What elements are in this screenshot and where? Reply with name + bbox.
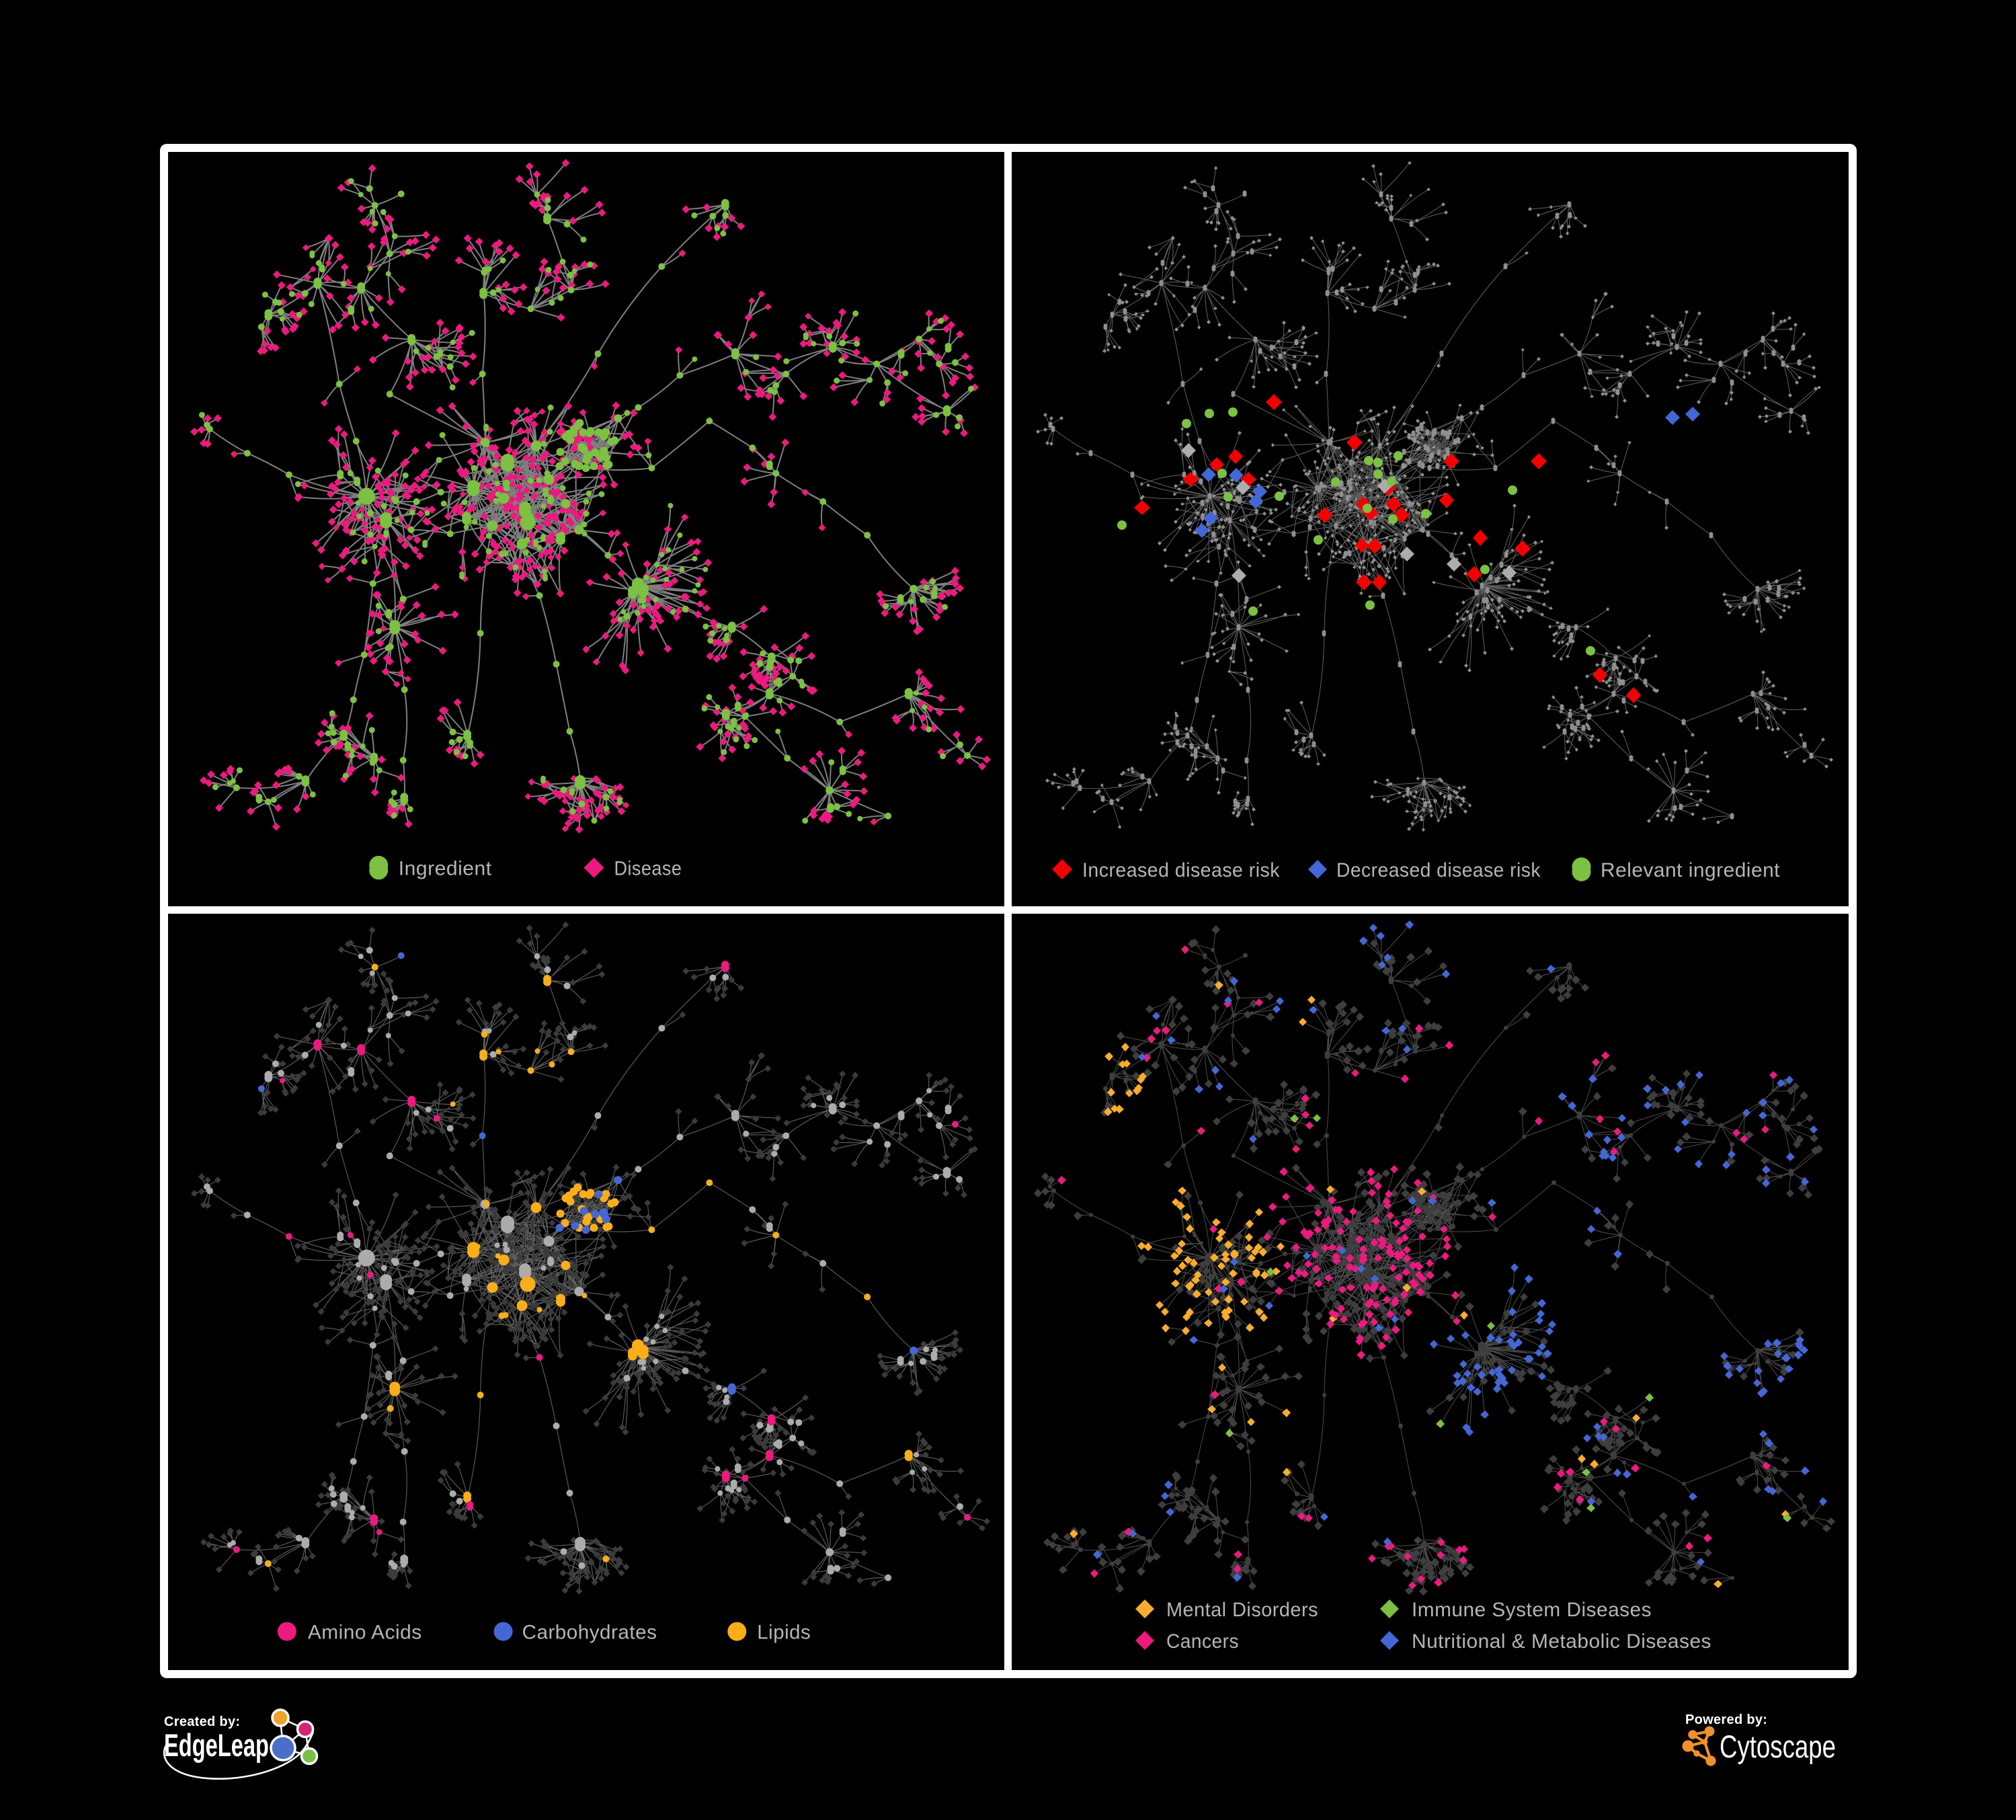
- svg-text:Powered by:: Powered by:: [1685, 1712, 1767, 1727]
- svg-text:Nutritional & Metabolic Diseas: Nutritional & Metabolic Diseases: [1412, 1630, 1711, 1653]
- svg-text:Lipids: Lipids: [757, 1622, 811, 1644]
- svg-text:Immune System Diseases: Immune System Diseases: [1412, 1599, 1652, 1621]
- svg-text:Carbohydrates: Carbohydrates: [522, 1622, 657, 1644]
- svg-text:Amino Acids: Amino Acids: [308, 1622, 422, 1644]
- svg-text:Increased disease risk: Increased disease risk: [1082, 859, 1280, 881]
- svg-text:Disease: Disease: [614, 858, 682, 880]
- svg-text:Mental Disorders: Mental Disorders: [1166, 1599, 1318, 1621]
- svg-text:Cytoscape: Cytoscape: [1720, 1729, 1836, 1764]
- svg-text:Created by:: Created by:: [164, 1714, 240, 1729]
- svg-text:Cancers: Cancers: [1166, 1630, 1239, 1653]
- svg-text:Ingredient: Ingredient: [399, 858, 492, 880]
- svg-text:Relevant ingredient: Relevant ingredient: [1601, 859, 1780, 881]
- svg-text:EdgeLeap: EdgeLeap: [164, 1727, 269, 1763]
- svg-text:Decreased disease risk: Decreased disease risk: [1336, 859, 1541, 881]
